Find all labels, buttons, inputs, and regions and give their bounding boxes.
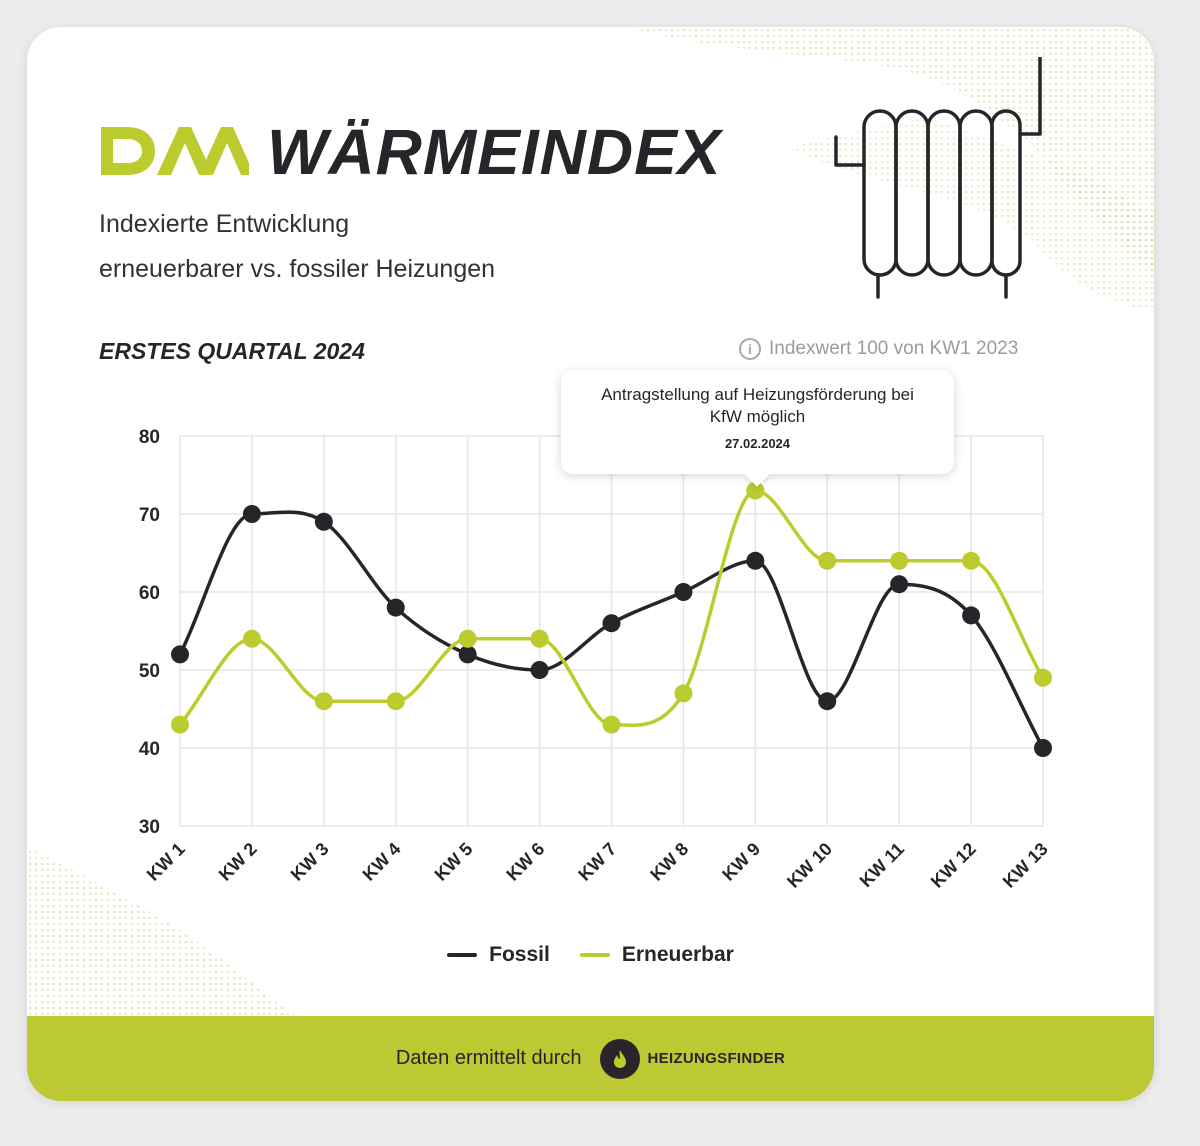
subtitle-line-2: erneuerbarer vs. fossiler Heizungen bbox=[99, 255, 496, 283]
data-point-erneuerbar[interactable] bbox=[1034, 668, 1052, 687]
legend-item-fossil[interactable]: Fossil bbox=[447, 943, 550, 967]
line-chart: 30 40 50 60 70 80 KW 1 KW 2 KW 3 KW 4 KW 5 KW 6 KW 7… bbox=[139, 427, 1052, 892]
x-tick-label: KW 7 bbox=[574, 839, 620, 885]
x-tick-label: KW 10 bbox=[783, 839, 836, 892]
data-point-fossil[interactable] bbox=[746, 551, 765, 570]
data-point-fossil[interactable] bbox=[962, 606, 981, 625]
data-point-erneuerbar[interactable] bbox=[242, 629, 261, 648]
page-title: WÄRMEINDEX bbox=[267, 116, 722, 188]
data-point-fossil[interactable] bbox=[314, 512, 333, 531]
info-icon[interactable]: i bbox=[739, 338, 761, 360]
heizungsfinder-brand[interactable]: HEIZUNGSFINDER bbox=[599, 1038, 786, 1079]
footer-text: Daten ermittelt durch bbox=[395, 1047, 582, 1069]
x-tick-label: KW 3 bbox=[287, 839, 333, 885]
data-point-fossil[interactable] bbox=[890, 575, 909, 594]
index-note: i Indexwert 100 von KW1 2023 bbox=[739, 338, 1018, 360]
legend-swatch-fossil bbox=[447, 953, 478, 957]
data-point-erneuerbar[interactable] bbox=[602, 715, 621, 734]
legend-item-erneuerbar[interactable]: Erneuerbar bbox=[579, 943, 734, 967]
data-point-fossil[interactable] bbox=[458, 645, 477, 664]
x-tick-label: KW 6 bbox=[502, 839, 548, 885]
data-point-erneuerbar[interactable] bbox=[458, 629, 477, 648]
data-point-erneuerbar[interactable] bbox=[962, 551, 981, 570]
subtitle-line-1: Indexierte Entwicklung bbox=[99, 210, 350, 238]
data-point-erneuerbar[interactable] bbox=[674, 684, 693, 703]
chart-tooltip: Antragstellung auf Heizungsförderung bei… bbox=[561, 370, 954, 487]
data-point-erneuerbar[interactable] bbox=[171, 715, 189, 734]
subtitle: Indexierte Entwicklung erneuerbarer vs. … bbox=[99, 202, 495, 292]
x-tick-label: KW 12 bbox=[927, 839, 980, 892]
legend-label-erneuerbar: Erneuerbar bbox=[621, 943, 734, 966]
data-point-erneuerbar[interactable] bbox=[386, 692, 405, 711]
y-tick-label: 30 bbox=[139, 817, 160, 838]
y-tick-label: 40 bbox=[139, 739, 160, 760]
data-point-fossil[interactable] bbox=[674, 583, 693, 601]
x-tick-label: KW 1 bbox=[143, 839, 189, 885]
y-tick-label: 70 bbox=[139, 505, 160, 526]
chart-legend: Fossil Erneuerbar bbox=[27, 943, 1154, 967]
y-tick-label: 50 bbox=[139, 661, 160, 682]
data-point-erneuerbar[interactable] bbox=[818, 551, 837, 570]
y-tick-label: 80 bbox=[139, 427, 160, 448]
brand-name: HEIZUNGSFINDER bbox=[647, 1050, 786, 1067]
x-tick-label: KW 2 bbox=[215, 839, 261, 885]
data-point-fossil[interactable] bbox=[242, 505, 261, 523]
y-tick-label: 60 bbox=[139, 583, 160, 604]
period-label: ERSTES QUARTAL 2024 bbox=[99, 338, 365, 364]
infographic-card: WÄRMEINDEX Indexierte Entwicklung erneue… bbox=[27, 27, 1154, 1101]
data-point-fossil[interactable] bbox=[602, 614, 621, 633]
index-note-text: Indexwert 100 von KW1 2023 bbox=[769, 338, 1019, 359]
radiator-icon bbox=[834, 57, 1042, 299]
x-tick-label: KW 8 bbox=[646, 839, 692, 885]
x-tick-label: KW 13 bbox=[999, 839, 1052, 892]
legend-swatch-erneuerbar bbox=[579, 953, 610, 957]
dotted-wave-decoration bbox=[27, 27, 1154, 1016]
footer-bar: Daten ermittelt durch HEIZUNGSFINDER bbox=[27, 1016, 1154, 1101]
tooltip-date: 27.02.2024 bbox=[724, 436, 791, 451]
tooltip-text: Antragstellung auf Heizungsförderung bei… bbox=[601, 385, 914, 426]
data-point-fossil[interactable] bbox=[818, 692, 837, 711]
data-point-erneuerbar[interactable] bbox=[890, 551, 909, 570]
x-tick-label: KW 4 bbox=[359, 839, 405, 885]
data-point-erneuerbar[interactable] bbox=[530, 629, 549, 648]
data-point-erneuerbar[interactable] bbox=[746, 481, 765, 500]
daa-logo bbox=[101, 127, 249, 175]
data-point-fossil[interactable] bbox=[1034, 739, 1052, 757]
flame-icon bbox=[599, 1038, 640, 1079]
x-tick-label: KW 9 bbox=[718, 839, 764, 885]
data-point-fossil[interactable] bbox=[386, 598, 405, 617]
x-tick-label: KW 5 bbox=[431, 839, 477, 885]
x-tick-label: KW 11 bbox=[856, 839, 908, 891]
legend-label-fossil: Fossil bbox=[489, 943, 550, 966]
data-point-erneuerbar[interactable] bbox=[314, 692, 333, 711]
data-point-fossil[interactable] bbox=[171, 645, 189, 664]
data-point-fossil[interactable] bbox=[530, 661, 549, 679]
